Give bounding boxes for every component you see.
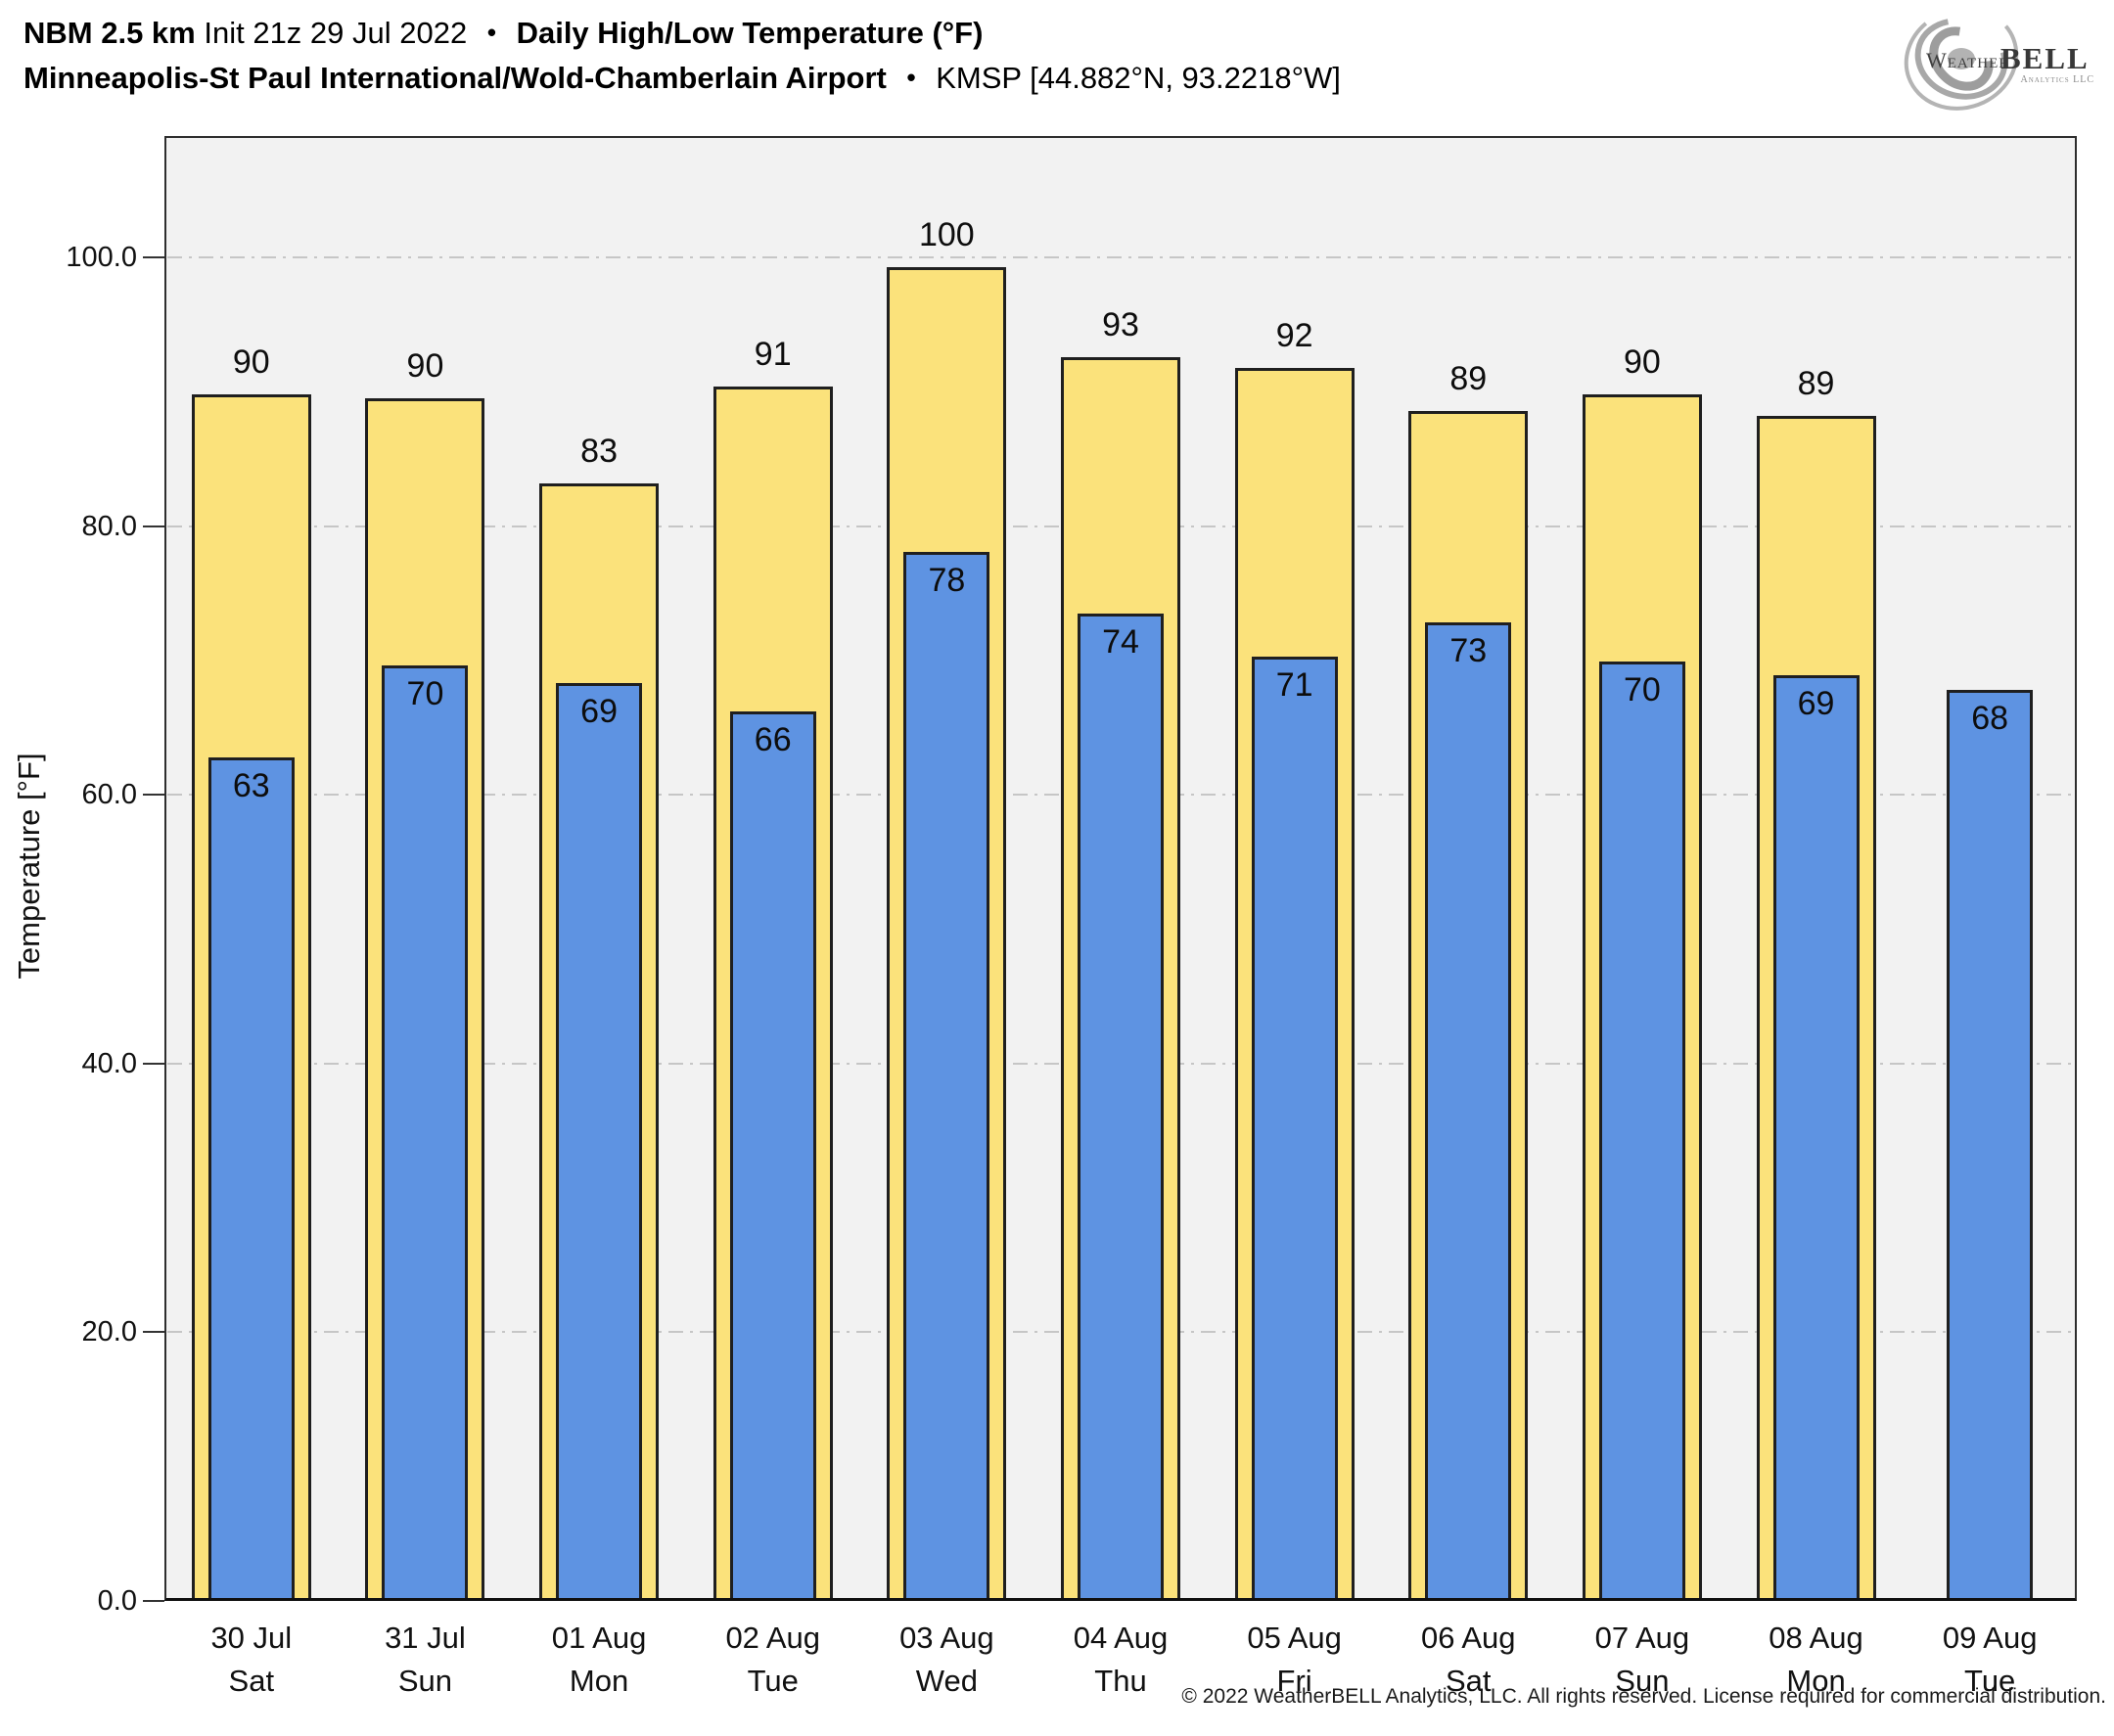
- x-axis-label-07-aug: 07 Aug Sun: [1555, 1617, 1729, 1703]
- high-value-label-02-aug: 91: [754, 335, 792, 373]
- logo-weather-text: Weather: [1926, 48, 2009, 72]
- y-tick-label-0: 0.0: [97, 1585, 137, 1617]
- gridline-100: [167, 256, 2074, 258]
- title-line-2: Minneapolis-St Paul International/Wold-C…: [23, 55, 1341, 101]
- x-axis-date-label: 05 Aug: [1247, 1621, 1342, 1655]
- x-axis-label-06-aug: 06 Aug Sat: [1381, 1617, 1555, 1703]
- low-value-label-03-aug: 78: [928, 561, 966, 599]
- y-tick-label-40: 40.0: [81, 1047, 137, 1079]
- high-value-label-08-aug: 89: [1797, 365, 1835, 402]
- low-bar-01-aug: [556, 683, 643, 1598]
- station-id: KMSP [44.882°N, 93.2218°W]: [936, 61, 1341, 95]
- low-value-label-31-jul: 70: [406, 675, 444, 713]
- high-value-label-04-aug: 93: [1102, 305, 1139, 343]
- x-axis-day-label: Sat: [1446, 1664, 1492, 1698]
- x-axis-label-02-aug: 02 Aug Tue: [686, 1617, 860, 1703]
- x-axis-label-08-aug: 08 Aug Mon: [1729, 1617, 1904, 1703]
- x-axis-day-label: Wed: [915, 1664, 978, 1698]
- copyright-text: © 2022 WeatherBELL Analytics, LLC. All r…: [1181, 1685, 2106, 1708]
- low-bar-03-aug: [903, 551, 990, 1598]
- x-axis-day-label: Mon: [1786, 1664, 1846, 1698]
- x-axis-label-09-aug: 09 Aug Tue: [1903, 1617, 2077, 1703]
- station-name: Minneapolis-St Paul International/Wold-C…: [23, 61, 887, 95]
- low-bar-31-jul: [382, 665, 469, 1598]
- low-value-label-06-aug: 73: [1449, 632, 1488, 670]
- low-bar-05-aug: [1251, 656, 1338, 1598]
- title-separator-dot: •: [906, 63, 916, 92]
- x-axis-date-label: 02 Aug: [725, 1621, 820, 1655]
- x-axis-label-05-aug: 05 Aug Fri: [1208, 1617, 1382, 1703]
- x-axis-day-label: Mon: [569, 1664, 629, 1698]
- y-tick-mark-20: [143, 1331, 164, 1334]
- y-tick-label-60: 60.0: [81, 779, 137, 811]
- high-value-label-06-aug: 89: [1449, 359, 1488, 397]
- y-tick-mark-100: [143, 256, 164, 258]
- x-axis-label-01-aug: 01 Aug Mon: [512, 1617, 686, 1703]
- init-time: Init 21z 29 Jul 2022: [204, 16, 468, 50]
- x-axis-date-label: 30 Jul: [210, 1621, 293, 1655]
- x-axis-date-label: 31 Jul: [385, 1621, 466, 1655]
- x-axis-label-04-aug: 04 Aug Thu: [1034, 1617, 1208, 1703]
- high-value-label-31-jul: 90: [406, 347, 444, 386]
- product-name: Daily High/Low Temperature (°F): [516, 16, 984, 50]
- x-axis-day-label: Tue: [747, 1664, 799, 1698]
- y-tick-mark-80: [143, 525, 164, 527]
- low-bar-08-aug: [1772, 675, 1860, 1598]
- x-axis-label-30-jul: 30 Jul Sat: [164, 1617, 339, 1703]
- high-value-label-01-aug: 83: [580, 432, 618, 470]
- x-axis-date-label: 09 Aug: [1942, 1621, 2038, 1655]
- y-tick-label-100: 100.0: [66, 242, 137, 273]
- low-bar-07-aug: [1598, 662, 1685, 1598]
- x-axis-day-label: Fri: [1276, 1664, 1312, 1698]
- low-value-label-05-aug: 71: [1275, 665, 1313, 704]
- x-axis-day-label: Sun: [397, 1664, 453, 1698]
- x-axis-date-label: 03 Aug: [899, 1621, 994, 1655]
- high-value-label-07-aug: 90: [1623, 343, 1661, 382]
- y-tick-mark-60: [143, 794, 164, 797]
- low-value-label-30-jul: 63: [232, 766, 270, 804]
- x-axis-date-label: 07 Aug: [1594, 1621, 1690, 1655]
- low-value-label-04-aug: 74: [1102, 622, 1139, 661]
- high-value-label-30-jul: 90: [232, 343, 270, 382]
- low-bar-06-aug: [1425, 622, 1512, 1598]
- model-name: NBM 2.5 km: [23, 16, 196, 50]
- low-bar-04-aug: [1078, 613, 1164, 1598]
- low-bar-09-aug: [1947, 690, 2034, 1598]
- low-value-label-07-aug: 70: [1623, 671, 1661, 709]
- y-tick-label-20: 20.0: [81, 1316, 137, 1348]
- hurricane-swirl-icon: [1904, 7, 2019, 111]
- y-tick-mark-0: [143, 1600, 164, 1602]
- low-value-label-01-aug: 69: [580, 693, 618, 731]
- low-bar-02-aug: [729, 711, 816, 1598]
- logo-bell-text: BELL: [2000, 41, 2090, 75]
- low-bar-30-jul: [207, 756, 295, 1598]
- y-tick-label-80: 80.0: [81, 510, 137, 542]
- low-value-label-02-aug: 66: [754, 721, 792, 759]
- x-axis-label-31-jul: 31 Jul Sun: [339, 1617, 513, 1703]
- y-tick-mark-40: [143, 1062, 164, 1065]
- x-axis-date-label: 06 Aug: [1420, 1621, 1516, 1655]
- x-axis-day-label: Thu: [1094, 1664, 1147, 1698]
- x-axis-day-label: Tue: [1964, 1664, 2016, 1698]
- weatherbell-logo: Weather BELL Analytics LLC: [1904, 7, 2094, 111]
- title-line-1: NBM 2.5 km Init 21z 29 Jul 2022 • Daily …: [23, 10, 983, 56]
- x-axis-date-label: 04 Aug: [1073, 1621, 1169, 1655]
- high-value-label-05-aug: 92: [1275, 316, 1313, 354]
- high-value-label-03-aug: 100: [918, 215, 975, 253]
- low-value-label-09-aug: 68: [1971, 700, 2009, 738]
- x-axis-day-label: Sat: [228, 1664, 275, 1698]
- logo-analytics-text: Analytics LLC: [2020, 74, 2094, 85]
- x-axis-date-label: 01 Aug: [551, 1621, 647, 1655]
- low-value-label-08-aug: 69: [1797, 685, 1835, 722]
- x-axis-day-label: Sun: [1615, 1664, 1670, 1698]
- title-separator-dot: •: [486, 18, 496, 47]
- x-axis-date-label: 08 Aug: [1769, 1621, 1863, 1655]
- x-axis-label-03-aug: 03 Aug Wed: [860, 1617, 1034, 1703]
